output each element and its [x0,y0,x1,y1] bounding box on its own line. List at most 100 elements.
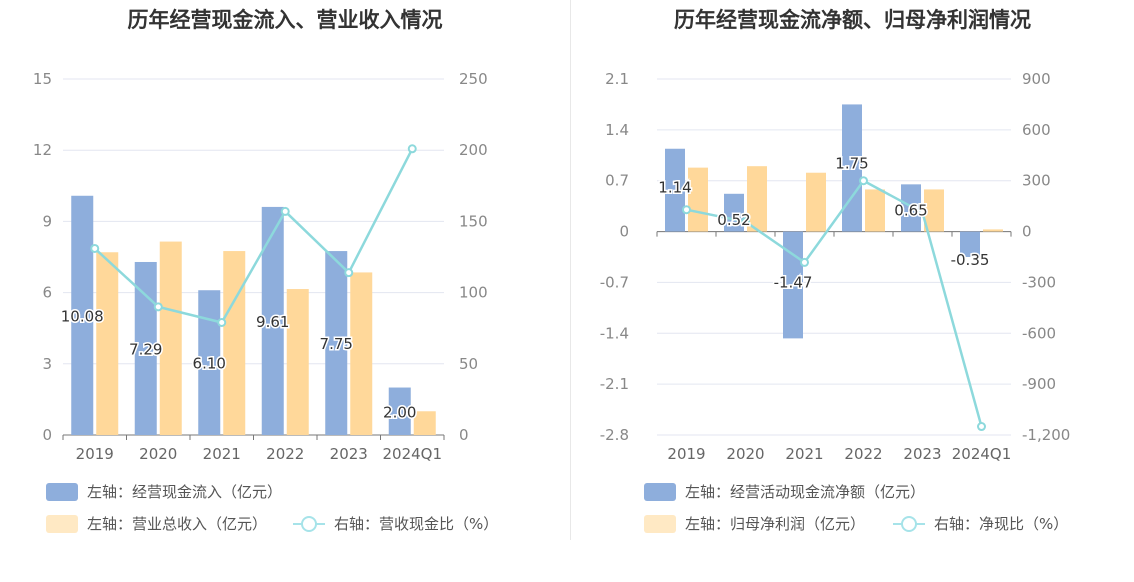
left-axis-tick-label: 2.1 [605,70,629,88]
left-axis-tick-label: -2.1 [600,375,629,393]
line-point [918,208,927,218]
bar-value-label: 0.65 [894,201,927,219]
right-axis-tick-label: 300 [1022,172,1051,190]
bar-value-label: 7.75 [320,335,353,353]
bar-value-label: 2.00 [383,403,416,421]
bar-series-2 [413,411,436,435]
right-axis-tick-label: 600 [1022,121,1051,139]
bar-value-label: 0.52 [717,211,750,229]
legend-label: 左轴：归母净利润（亿元） [685,515,866,533]
left-axis-tick-label: -0.7 [600,273,629,291]
bar-series-2 [924,189,944,232]
left-axis-tick-label: -2.8 [600,426,629,444]
x-axis-category-label: 2021 [785,445,823,463]
legend-item-net-cash[interactable]: 左轴：经营活动现金流净额（亿元） [644,481,925,502]
line-point [800,257,809,267]
right-axis-tick-label: -300 [1022,273,1056,291]
x-axis-category-label: 2019 [76,445,114,463]
bar-series-1 [261,206,284,435]
legend-item-cash-inflow[interactable]: 左轴：经营现金流入（亿元） [46,481,282,502]
right-axis-tick-label: 150 [459,212,488,230]
bar-series-2 [223,251,246,435]
chart-panel-cashflow-revenue: 历年经营现金流入、营业收入情况 15 250 12 200 9 150 6 100 3 50 0 0 2… [33,8,498,534]
chart-title: 历年经营现金流净额、归母净利润情况 [674,8,1031,32]
right-axis-tick-label: 250 [459,70,488,88]
line-point [859,176,868,186]
bar-series-1 [388,387,411,435]
left-axis-tick-label: 0 [619,223,629,241]
left-axis-tick-label: 15 [33,70,52,88]
x-axis-category-label: 2022 [844,445,882,463]
left-axis-tick-label: 0 [42,426,52,444]
bar-value-label: 1.75 [835,154,868,172]
legend-label: 右轴：营收现金比（%） [334,515,499,533]
bar-series-1 [901,184,921,232]
bar-series-2 [96,252,119,435]
bar-series-2 [747,166,767,232]
bar-series-1 [842,104,862,232]
right-axis-tick-label: -600 [1022,324,1056,342]
chart-plot-area: 2.1 900 1.4 600 0.7 300 0 0 -0.7 -300 -1.4 -600 -2.1… [600,70,1071,463]
panel-divider [570,0,571,540]
left-axis-tick-label: 6 [42,284,52,302]
legend-swatch-blue [644,482,676,501]
legend-line-marker-icon [293,515,325,533]
line-series [93,148,414,324]
legend-swatch-yellow [46,514,78,533]
right-axis-tick-label: 0 [459,426,469,444]
right-axis-tick-label: -1,200 [1022,426,1070,444]
bar-series-2 [159,241,182,435]
left-axis-tick-label: 9 [42,212,52,230]
legend-item-net-profit[interactable]: 左轴：归母净利润（亿元） [644,513,865,534]
bar-series-1 [960,231,980,257]
legend-label: 右轴：净现比（%） [934,515,1069,533]
line-point [344,268,354,278]
line-point [90,243,100,253]
line-point [682,205,691,215]
x-axis-category-label: 2024Q1 [382,445,442,463]
bar-series-1 [71,195,94,435]
legend-label: 左轴：经营活动现金流净额（亿元） [685,483,926,501]
legend-label: 左轴：营业总收入（亿元） [87,515,268,533]
chart-title: 历年经营现金流入、营业收入情况 [127,8,443,32]
right-axis-tick-label: 50 [459,355,478,373]
line-point [217,318,227,328]
legend-item-net-ratio[interactable]: 右轴：净现比（%） [893,513,1068,534]
bar-value-label: 10.08 [61,307,104,325]
right-axis-tick-label: 200 [459,141,488,159]
bar-value-label: 7.29 [129,340,162,358]
right-axis-tick-label: 0 [1022,223,1032,241]
bar-value-label: -1.47 [774,273,813,291]
x-axis-category-label: 2023 [903,445,941,463]
left-axis-tick-label: 1.4 [605,121,629,139]
legend-item-ratio[interactable]: 右轴：营收现金比（%） [293,513,498,534]
left-axis-tick-label: -1.4 [600,324,629,342]
legend-swatch-yellow [644,514,676,533]
line-point [741,217,750,227]
legend-item-revenue[interactable]: 左轴：营业总收入（亿元） [46,513,267,534]
line-point [153,302,163,312]
bar-series-1 [134,261,157,435]
bar-series-2 [350,272,373,435]
chart-plot-area: 15 250 12 200 9 150 6 100 3 50 0 0 2019 2020 2021 2022 2… [33,70,488,463]
bar-series-2 [286,289,309,435]
right-axis-tick-label: 100 [459,284,488,302]
x-axis-category-label: 2020 [726,445,764,463]
left-axis-tick-label: 12 [33,141,52,159]
x-axis-category-label: 2021 [203,445,241,463]
bar-value-label: 1.14 [658,179,691,197]
legend-label: 左轴：经营现金流入（亿元） [87,483,283,501]
line-point [407,144,417,154]
line-series [686,179,983,427]
bar-series-2 [865,189,885,232]
x-axis-category-label: 2023 [330,445,368,463]
chart-panel-netcash-profit: 历年经营现金流净额、归母净利润情况 2.1 900 1.4 600 0.7 300 0 0 -0… [571,0,1134,582]
right-axis-tick-label: 900 [1022,70,1051,88]
line-point [977,422,986,432]
bar-series-1 [665,148,685,232]
x-axis-category-label: 2019 [667,445,705,463]
x-axis-category-label: 2022 [266,445,304,463]
bar-series-1 [198,290,221,435]
bar-value-label: 6.10 [193,355,226,373]
x-axis-category-label: 2020 [139,445,177,463]
